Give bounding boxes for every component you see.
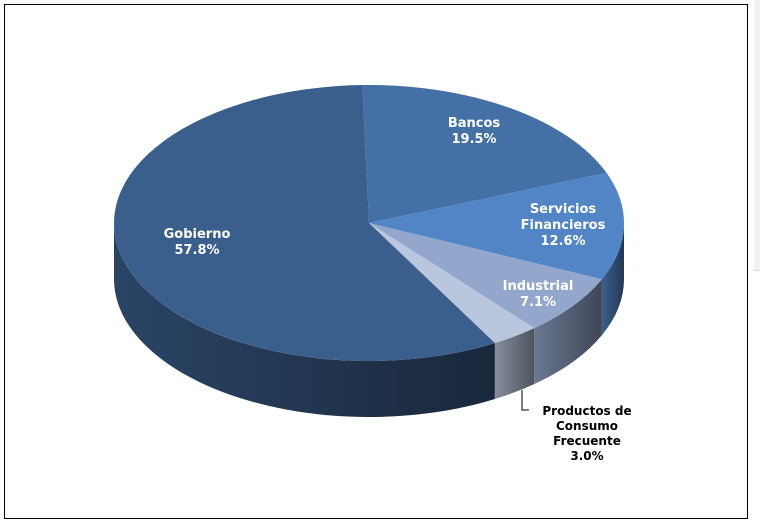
label-productos-consumo: Productos de Consumo Frecuente 3.0% <box>542 404 631 463</box>
label-bancos: Bancos 19.5% <box>448 116 501 147</box>
slice-side-3 <box>534 279 602 385</box>
slice-bancos <box>362 85 607 223</box>
side-strip <box>754 0 760 271</box>
slice-side-4 <box>494 328 535 400</box>
slice-side-2 <box>601 223 624 336</box>
pie-tops <box>114 85 624 361</box>
slice-industrial <box>369 223 602 329</box>
pie-sides <box>114 223 624 418</box>
slice-productos-de-consumo-frecuente <box>369 223 535 344</box>
label-industrial: Industrial 7.1% <box>503 279 574 310</box>
pie-chart: Gobierno 57.8% Bancos 19.5% Servicios Financi… <box>114 85 632 463</box>
slice-side-0 <box>114 223 495 418</box>
pie-labels: Gobierno 57.8% Bancos 19.5% Servicios Financi… <box>164 116 632 463</box>
slice-servicios-financieros <box>369 172 624 280</box>
slice-gobierno <box>114 85 495 361</box>
label-servicios-financieros: Servicios Financieros 12.6% <box>521 202 606 249</box>
leader-line-productos <box>521 390 529 411</box>
label-gobierno: Gobierno 57.8% <box>164 227 231 258</box>
chart-frame: Gobierno 57.8% Bancos 19.5% Servicios Financi… <box>4 4 748 519</box>
